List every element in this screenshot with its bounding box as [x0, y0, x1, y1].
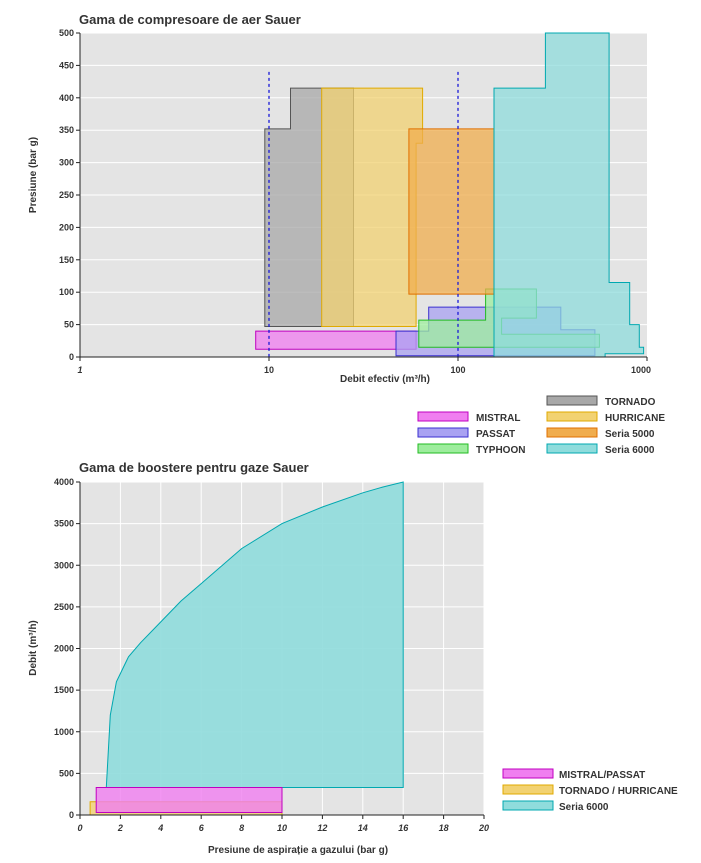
chart2-y-tick-label: 3500: [54, 519, 74, 529]
chart1-x-tick-label: 1: [77, 365, 82, 375]
chart1-legend-label-tornado: TORNADO: [605, 397, 656, 408]
chart2-x-tick-label: 12: [317, 823, 327, 833]
chart1-legend-swatch-seria-6000: [546, 443, 598, 454]
chart1-legend-swatch-tornado: [546, 395, 598, 406]
chart2-legend-label-mistral-passat: MISTRAL/PASSAT: [559, 770, 645, 781]
chart1-series-hurricane: [321, 87, 424, 327]
chart2-y-ticks: 0 500 1000 1500 2000 2500 3000 3500 4000: [54, 477, 80, 820]
chart1-y-tick-label: 100: [59, 287, 74, 297]
chart2-y-axis-label: Debit (m³/h): [28, 620, 39, 676]
chart1-y-tick-label: 450: [59, 60, 74, 70]
chart2-x-tick-label: 6: [199, 823, 205, 833]
chart2-x-ticks: 0 2 4 6 8 10 12 14 16 18 20: [77, 815, 489, 833]
chart1-legend: MISTRAL PASSAT TYPHOON TORNADO HURRICANE Seri…: [417, 395, 665, 456]
chart2-y-tick-label: 3000: [54, 560, 74, 570]
chart2-series-layer: [89, 481, 404, 816]
chart2-y-tick-label: 0: [69, 810, 74, 820]
chart1-y-tick-label: 50: [64, 320, 74, 330]
chart1-y-tick-label: 0: [69, 352, 74, 362]
chart2-legend: MISTRAL/PASSAT TORNADO / HURRICANE Seria 6…: [502, 768, 678, 813]
chart1-y-tick-label: 400: [59, 93, 74, 103]
chart1-x-ticks: 1 10 100 1000: [77, 357, 651, 375]
chart2-y-tick-label: 2500: [54, 602, 74, 612]
chart1-x-tick-label: 1000: [631, 365, 651, 375]
chart1-series-layer: [255, 32, 645, 358]
chart2-x-tick-label: 0: [77, 823, 82, 833]
chart2-y-tick-label: 2000: [54, 644, 74, 654]
chart1-legend-swatch-seria-5000: [546, 427, 598, 438]
chart1-legend-label-passat: PASSAT: [476, 429, 515, 440]
chart1-y-tick-label: 150: [59, 255, 74, 265]
chart1-legend-swatch-passat: [417, 427, 469, 438]
chart2-series-mistral-passat: [95, 787, 283, 813]
chart1-y-tick-label: 200: [59, 222, 74, 232]
chart1-legend-swatch-typhoon: [417, 443, 469, 454]
chart2-x-tick-label: 14: [358, 823, 368, 833]
chart1-series-seria-6000: [493, 32, 645, 358]
chart1-legend-swatch-mistral: [417, 411, 469, 422]
chart1-y-tick-label: 350: [59, 125, 74, 135]
chart2-x-tick-label: 10: [277, 823, 287, 833]
chart1-legend-swatch-hurricane: [546, 411, 598, 422]
chart1-y-tick-label: 500: [59, 28, 74, 38]
chart1-y-axis-label: Presiune (bar g): [28, 137, 39, 213]
chart1-title: Gama de compresoare de aer Sauer: [79, 12, 301, 27]
chart1-legend-label-typhoon: TYPHOON: [476, 445, 525, 456]
chart1-series-mistral: [255, 330, 417, 350]
chart1-y-tick-label: 250: [59, 190, 74, 200]
chart2-x-tick-label: 18: [439, 823, 449, 833]
chart1-y-ticks: 0 50 100 150 200 250 300 350 400 450 500: [59, 28, 80, 362]
chart2-legend-label-seria-6000: Seria 6000: [559, 802, 609, 813]
chart1-legend-label-hurricane: HURRICANE: [605, 413, 665, 424]
chart2-legend-swatch-mistral-passat: [502, 768, 554, 779]
chart2-x-tick-label: 8: [239, 823, 244, 833]
chart2-x-tick-label: 2: [117, 823, 123, 833]
chart1-legend-label-seria-6000: Seria 6000: [605, 445, 655, 456]
chart2-x-tick-label: 4: [157, 823, 163, 833]
chart1-y-tick-label: 300: [59, 158, 74, 168]
chart2-y-tick-label: 1500: [54, 685, 74, 695]
chart2-series-seria-6000: [105, 481, 404, 788]
chart1-x-tick-label: 100: [450, 365, 465, 375]
chart2-x-tick-label: 20: [478, 823, 489, 833]
chart1-series-seria-5000: [408, 128, 495, 295]
chart2-y-tick-label: 4000: [54, 477, 74, 487]
chart1-legend-label-mistral: MISTRAL: [476, 413, 520, 424]
chart2-legend-swatch-seria-6000: [502, 800, 554, 811]
chart1-x-axis-label: Debit efectiv (m³/h): [340, 374, 430, 385]
chart2-x-tick-label: 16: [398, 823, 409, 833]
chart2-y-tick-label: 1000: [54, 727, 74, 737]
chart2-legend-label-tornado-hurricane: TORNADO / HURRICANE: [559, 786, 678, 797]
chart1-legend-label-seria-5000: Seria 5000: [605, 429, 655, 440]
chart2-x-axis-label: Presiune de aspirație a gazului (bar g): [208, 845, 388, 856]
chart2-title: Gama de boostere pentru gaze Sauer: [79, 460, 309, 475]
chart2-y-tick-label: 500: [59, 768, 74, 778]
chart2-legend-swatch-tornado-hurricane: [502, 784, 554, 795]
chart1-x-tick-label: 10: [264, 365, 274, 375]
